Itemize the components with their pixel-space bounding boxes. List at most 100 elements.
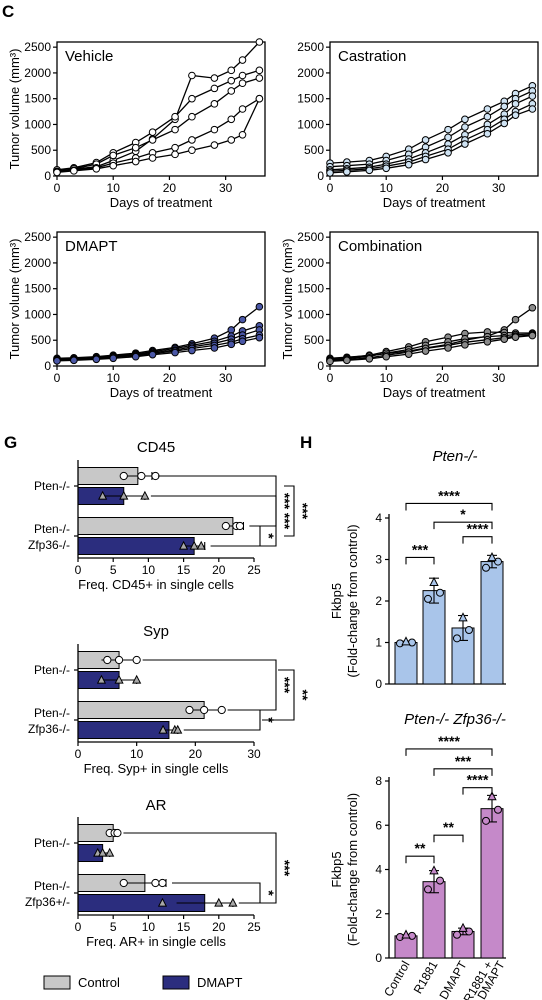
y-tick-label: 500 bbox=[31, 143, 51, 157]
data-point bbox=[114, 674, 124, 684]
significance-label: *** bbox=[277, 860, 293, 877]
significance-bracket: *** bbox=[433, 753, 493, 776]
y-axis-label-secondary: (Fold-change from control) bbox=[345, 793, 360, 946]
significance-bracket: **** bbox=[405, 733, 493, 756]
data-point bbox=[188, 136, 196, 144]
x-tick-label: 30 bbox=[492, 181, 506, 195]
significance-label: **** bbox=[467, 772, 489, 788]
y-tick-label: 3 bbox=[375, 553, 382, 567]
bar-control-group-1 bbox=[77, 467, 160, 485]
data-point bbox=[421, 136, 430, 144]
y-tick-label: 2000 bbox=[24, 256, 51, 270]
group-label: Zfp36-/- bbox=[28, 538, 70, 552]
data-point bbox=[210, 344, 219, 352]
bar-1 bbox=[394, 929, 418, 959]
x-tick-label: 30 bbox=[247, 747, 261, 761]
y-tick-label: 500 bbox=[304, 143, 324, 157]
data-point bbox=[131, 143, 140, 152]
data-point bbox=[238, 79, 247, 88]
data-point bbox=[404, 160, 413, 169]
data-point bbox=[382, 352, 391, 361]
y-tick-label: 2 bbox=[375, 594, 382, 608]
plot-frame bbox=[329, 41, 539, 177]
chart-title: AR bbox=[146, 797, 167, 814]
legend-label: Control bbox=[78, 975, 120, 990]
x-tick-label: 10 bbox=[142, 920, 156, 934]
bar bbox=[77, 537, 195, 555]
significance-bracket: **** bbox=[462, 521, 493, 544]
x-tick-label: 10 bbox=[142, 563, 156, 577]
x-tick-label: 0 bbox=[75, 563, 82, 577]
bar-chart-ar: AR 0 5 10 15 20 25 Freq. AR+ in single cells Pte… bbox=[25, 797, 293, 949]
bar-3 bbox=[451, 612, 475, 685]
chart-title: Vehicle bbox=[65, 48, 113, 65]
bar-3 bbox=[451, 922, 475, 959]
data-point bbox=[255, 333, 264, 342]
data-point bbox=[401, 929, 411, 939]
data-point bbox=[487, 791, 497, 801]
significance-label: * bbox=[460, 506, 466, 522]
data-point bbox=[113, 828, 122, 838]
significance-label: *** bbox=[455, 753, 472, 769]
group-label: Pten-/- bbox=[34, 836, 70, 850]
y-tick-label: 1500 bbox=[24, 282, 51, 296]
data-point bbox=[238, 315, 247, 324]
x-tick-label: 5 bbox=[110, 563, 117, 577]
significance-label: * bbox=[261, 890, 277, 896]
significance-label: **** bbox=[438, 487, 460, 503]
data-point bbox=[343, 356, 351, 365]
data-point bbox=[53, 357, 61, 365]
y-tick-label: 2500 bbox=[24, 40, 51, 54]
data-point bbox=[157, 897, 168, 907]
bracket-line bbox=[462, 536, 493, 544]
significance-bracket: * bbox=[433, 506, 493, 530]
data-point bbox=[148, 154, 157, 162]
data-point bbox=[158, 878, 167, 888]
legend: Control DMAPT bbox=[43, 975, 243, 990]
bracket-line bbox=[433, 768, 493, 776]
data-point bbox=[227, 326, 236, 334]
data-point bbox=[511, 100, 520, 108]
data-point bbox=[227, 76, 236, 85]
bar-control-group-2 bbox=[77, 874, 167, 892]
y-tick-label: 2000 bbox=[297, 256, 324, 270]
y-axis-label: Tumor volume (mm³) bbox=[7, 49, 22, 170]
data-point bbox=[227, 136, 236, 144]
x-tick-label: 20 bbox=[436, 181, 450, 195]
data-point bbox=[137, 471, 146, 481]
bar-4 bbox=[480, 791, 504, 959]
data-point bbox=[326, 169, 334, 177]
data-point bbox=[238, 130, 247, 139]
panel-g: CD45 0 5 10 15 20 25 Freq. CD45+ in single cell… bbox=[25, 439, 311, 949]
data-point bbox=[453, 930, 461, 939]
data-point bbox=[483, 112, 492, 121]
bracket-line bbox=[405, 502, 493, 511]
bar-control-group-1 bbox=[77, 824, 122, 842]
plot-frame bbox=[329, 231, 539, 367]
line-chart-vehicle: 0 500 1000 1500 2000 2500 0 10 20 30 Days of treat… bbox=[7, 38, 266, 210]
significance-label: ** bbox=[443, 819, 454, 835]
significance-label: **** bbox=[438, 733, 460, 749]
data-point bbox=[483, 105, 492, 113]
data-point bbox=[210, 141, 219, 149]
x-tick-label: 25 bbox=[247, 563, 261, 577]
data-point bbox=[185, 705, 194, 715]
y-tick-label: 1500 bbox=[297, 92, 324, 106]
y-tick-label: 0 bbox=[44, 359, 51, 373]
y-tick-label: 2500 bbox=[24, 230, 51, 244]
data-point bbox=[500, 335, 509, 344]
bar-dmapt-group-2 bbox=[77, 721, 183, 739]
group-label: Zfp36+/- bbox=[25, 895, 70, 909]
x-tick-label: 0 bbox=[75, 920, 82, 934]
data-point bbox=[200, 705, 209, 715]
data-point bbox=[158, 724, 168, 734]
bar-chart-syp: Syp 0 10 20 30 Freq. Syp+ in single cells Pten… bbox=[28, 623, 311, 776]
series-4 bbox=[53, 94, 264, 176]
y-axis-label-secondary: (Fold-change from control) bbox=[345, 524, 360, 677]
bracket-line bbox=[462, 787, 493, 795]
x-tick-label: 0 bbox=[327, 181, 334, 195]
data-point bbox=[487, 552, 497, 562]
data-point bbox=[103, 655, 112, 665]
